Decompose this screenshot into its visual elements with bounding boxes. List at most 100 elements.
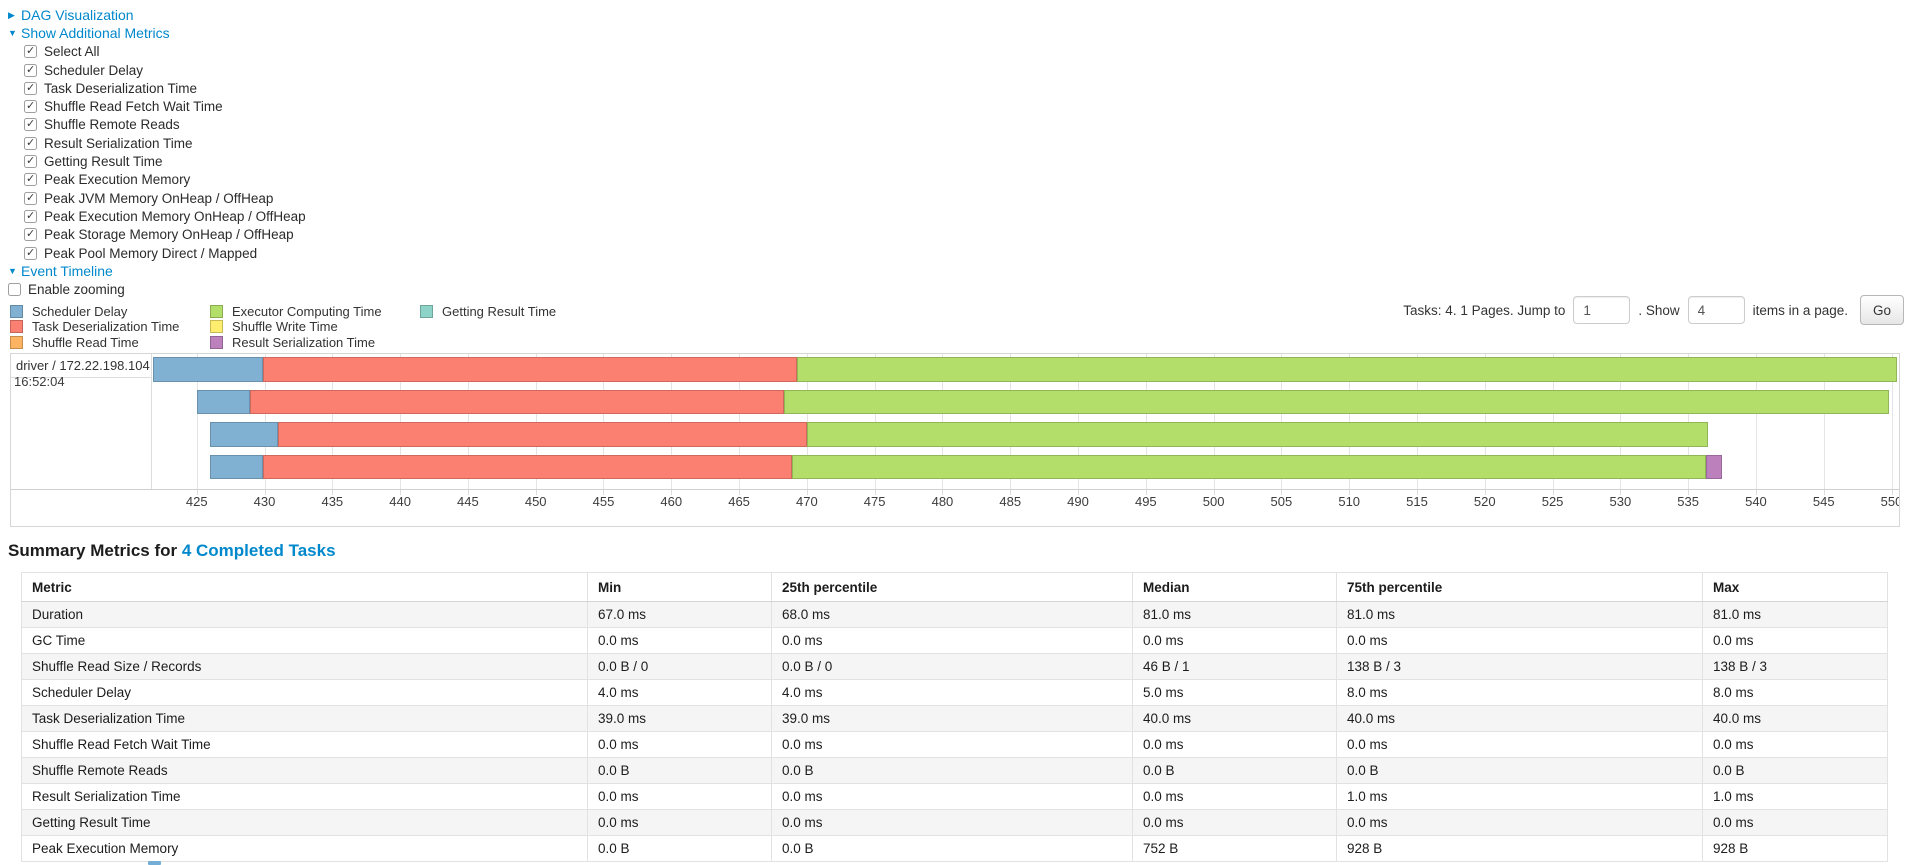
metric-value-cell: 5.0 ms xyxy=(1132,679,1337,706)
table-row: Duration 67.0 ms 68.0 ms 81.0 ms 81.0 ms 81.0… xyxy=(21,601,1888,628)
axis-tick-label: 480 xyxy=(931,494,954,509)
task-3-executor-computing-bar[interactable] xyxy=(806,422,1709,447)
metric-value-cell: 0.0 ms xyxy=(1132,809,1337,836)
enable-zooming-row: Enable zooming xyxy=(8,280,306,298)
task-1-task-deserialization-bar[interactable] xyxy=(263,357,798,382)
legend-item: Executor Computing Time xyxy=(210,304,420,319)
grid-line xyxy=(671,354,673,489)
task-3-task-deserialization-bar[interactable] xyxy=(278,422,807,447)
metric-checkbox[interactable] xyxy=(24,154,37,169)
tasks-count-text: Tasks: 4. 1 Pages. Jump to xyxy=(1403,302,1566,318)
metric-checkbox-label: Shuffle Read Fetch Wait Time xyxy=(44,99,223,115)
go-button[interactable]: Go xyxy=(1859,295,1904,325)
metric-checkbox[interactable] xyxy=(24,209,37,223)
axis-tick-label: 470 xyxy=(796,494,818,509)
axis-tick-mark xyxy=(1010,490,1012,495)
metric-checkbox-label: Select All xyxy=(44,44,100,60)
timeline-axis-line xyxy=(11,489,1899,490)
axis-tick-label: 430 xyxy=(253,494,276,509)
task-4-executor-computing-bar[interactable] xyxy=(791,454,1706,479)
axis-tick-mark xyxy=(1552,490,1554,495)
task-1-executor-computing-bar[interactable] xyxy=(797,357,1897,382)
grid-line xyxy=(1484,354,1486,489)
metric-value-cell: 0.0 ms xyxy=(1132,731,1337,758)
axis-tick-mark xyxy=(467,490,469,495)
grid-line xyxy=(1416,354,1418,489)
column-header: Metric xyxy=(21,572,588,602)
column-header: Median xyxy=(1132,572,1337,602)
table-header-row: Metric Min 25th percentile Median 75th perce… xyxy=(21,572,1888,602)
axis-tick-mark xyxy=(1891,490,1893,495)
task-4-task-deserialization-bar[interactable] xyxy=(263,454,792,479)
legend-label: Result Serialization Time xyxy=(232,334,376,350)
dag-visualization-link[interactable]: ▶ DAG Visualization xyxy=(8,7,134,23)
timeline-plot-area xyxy=(152,354,1899,489)
show-additional-metrics-link[interactable]: ▼ Show Additional Metrics xyxy=(8,25,170,41)
metric-name-cell: Shuffle Read Size / Records xyxy=(21,653,588,680)
metric-checkbox-row: Peak Execution Memory xyxy=(8,171,306,189)
task-3-scheduler-delay-bar[interactable] xyxy=(210,422,279,447)
metric-value-cell: 0.0 B xyxy=(1702,757,1888,784)
metric-checkbox[interactable] xyxy=(24,81,37,95)
metric-value-cell: 0.0 B xyxy=(771,835,1133,862)
metric-value-cell: 0.0 ms xyxy=(771,731,1133,758)
grid-line xyxy=(196,354,198,489)
table-row: Scheduler Delay 4.0 ms 4.0 ms 5.0 ms 8.0 ms 8… xyxy=(21,679,1888,706)
metric-value-cell: 0.0 B xyxy=(1132,757,1337,784)
task-1-scheduler-delay-bar[interactable] xyxy=(153,357,264,382)
legend-item: Result Serialization Time xyxy=(210,335,420,350)
metric-value-cell: 0.0 ms xyxy=(1132,627,1337,654)
axis-tick-label: 440 xyxy=(389,494,411,509)
axis-tick-label: 450 xyxy=(524,494,547,509)
task-4-result-serialization-bar[interactable] xyxy=(1705,454,1723,479)
metric-checkbox[interactable] xyxy=(24,44,37,59)
metric-value-cell: 8.0 ms xyxy=(1702,679,1888,706)
task-2-scheduler-delay-bar[interactable] xyxy=(196,389,250,414)
event-timeline-label: Event Timeline xyxy=(21,263,113,280)
metric-checkbox-row: Peak Storage Memory OnHeap / OffHeap xyxy=(8,226,306,244)
axis-tick-mark xyxy=(1823,490,1825,495)
metric-value-cell: 0.0 B / 0 xyxy=(587,653,772,680)
page-size-input[interactable] xyxy=(1687,296,1745,324)
metric-checkbox-label: Scheduler Delay xyxy=(44,62,144,78)
axis-tick-mark xyxy=(603,490,605,495)
metric-value-cell: 0.0 B xyxy=(1336,757,1703,784)
timeline-legend: Scheduler Delay Task Deserialization Time… xyxy=(10,304,556,350)
metric-checkbox-row: Select All xyxy=(8,43,306,61)
metric-value-cell: 68.0 ms xyxy=(771,601,1133,628)
task-4-scheduler-delay-bar[interactable] xyxy=(210,454,264,479)
show-text: . Show xyxy=(1638,302,1680,318)
task-2-task-deserialization-bar[interactable] xyxy=(249,389,784,414)
metric-checkbox-label: Peak JVM Memory OnHeap / OffHeap xyxy=(44,190,274,206)
axis-tick-label: 540 xyxy=(1745,494,1767,509)
metric-checkbox[interactable] xyxy=(24,191,37,205)
grid-line xyxy=(1145,354,1147,489)
metric-checkbox[interactable] xyxy=(24,136,37,150)
metric-checkbox-row: Peak Execution Memory OnHeap / OffHeap xyxy=(8,207,306,225)
table-row: Peak Execution Memory 0.0 B 0.0 B 752 B 928 … xyxy=(21,835,1888,862)
metric-checkbox[interactable] xyxy=(24,227,37,242)
metric-checkbox[interactable] xyxy=(24,63,37,77)
event-timeline-link[interactable]: ▼ Event Timeline xyxy=(8,263,113,279)
task-2-executor-computing-bar[interactable] xyxy=(783,389,1889,414)
table-row: Result Serialization Time 0.0 ms 0.0 ms 0.0… xyxy=(21,783,1888,810)
axis-tick-mark xyxy=(535,490,537,495)
axis-tick-label: 505 xyxy=(1270,494,1293,509)
timeline-group-label: driver / 172.22.198.104 xyxy=(11,354,151,378)
axis-tick-mark xyxy=(1620,490,1622,495)
jump-to-page-input[interactable] xyxy=(1573,296,1631,324)
grid-line xyxy=(1552,354,1554,489)
enable-zooming-checkbox[interactable] xyxy=(8,283,21,297)
metric-checkbox[interactable] xyxy=(24,246,37,260)
metric-checkbox-label: Peak Storage Memory OnHeap / OffHeap xyxy=(44,227,294,243)
completed-tasks-link[interactable]: 4 Completed Tasks xyxy=(181,541,336,560)
axis-tick-label: 465 xyxy=(728,494,750,509)
axis-tick-label: 515 xyxy=(1406,494,1428,509)
metric-value-cell: 8.0 ms xyxy=(1336,679,1703,706)
axis-tick-label: 510 xyxy=(1338,494,1361,509)
metric-checkbox[interactable] xyxy=(24,117,37,132)
metric-checkbox[interactable] xyxy=(24,172,37,187)
metric-checkbox[interactable] xyxy=(24,99,37,114)
axis-tick-mark xyxy=(1688,490,1690,495)
metric-value-cell: 40.0 ms xyxy=(1132,705,1337,732)
